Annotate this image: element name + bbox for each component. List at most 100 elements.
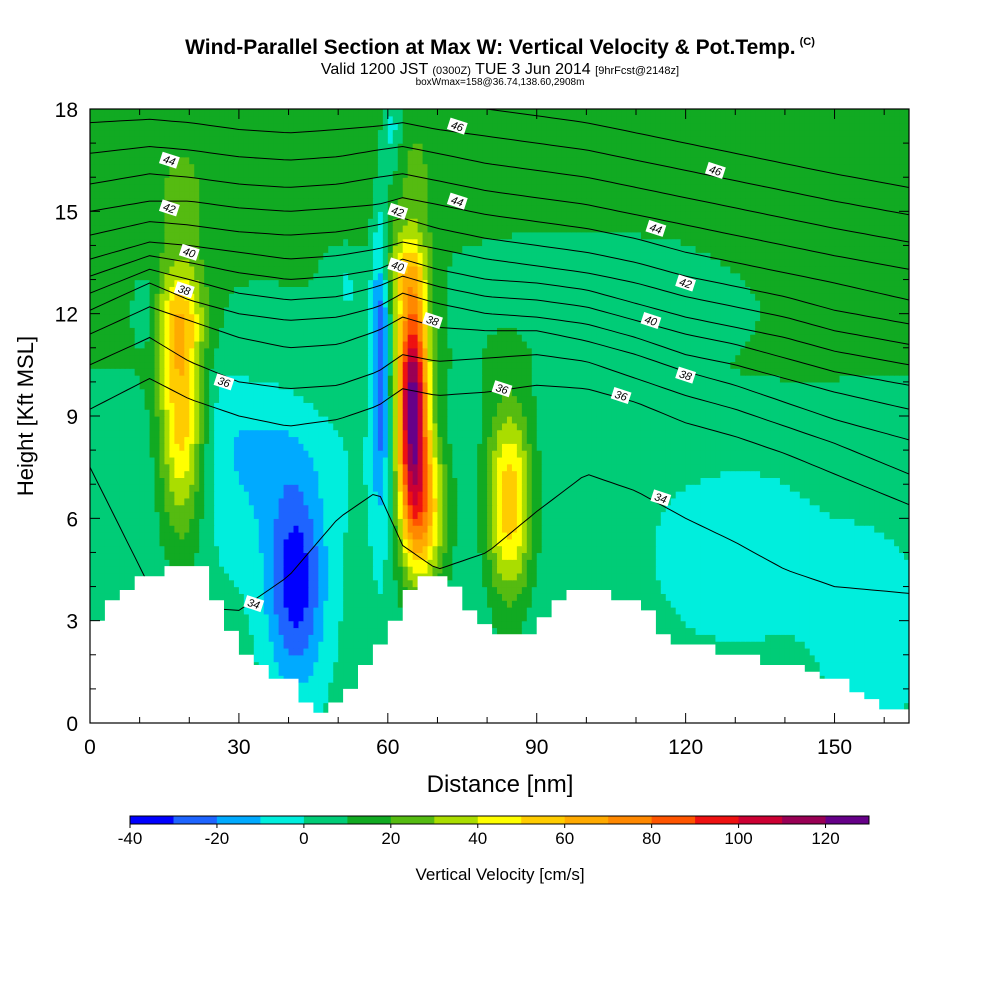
field-cell: [894, 572, 900, 581]
field-cell: [124, 559, 131, 567]
field-cell: [253, 620, 260, 629]
field-cell: [655, 545, 662, 554]
field-cell: [874, 600, 880, 608]
field-cell: [814, 566, 821, 574]
field-cell: [407, 531, 414, 540]
field-cell: [353, 538, 359, 547]
field-cell: [377, 559, 384, 567]
field-cell: [879, 675, 885, 683]
field-cell: [531, 518, 538, 526]
field-cell: [576, 572, 582, 581]
field-cell: [601, 559, 607, 567]
field-cell: [392, 607, 399, 615]
field-cell: [253, 531, 260, 540]
field-cell: [318, 607, 324, 615]
field-cell: [546, 545, 553, 554]
field-cell: [794, 552, 801, 560]
field-cell: [243, 634, 250, 642]
field-cell: [283, 593, 290, 601]
field-cell: [437, 559, 444, 567]
field-cell: [636, 593, 642, 601]
field-cell: [159, 552, 166, 560]
field-cell: [645, 586, 652, 594]
field-cell: [174, 518, 180, 526]
field-cell: [819, 607, 826, 615]
field-cell: [655, 600, 662, 608]
field-cell: [760, 552, 766, 560]
field-cell: [561, 525, 568, 533]
field-cell: [799, 525, 806, 533]
field-cell: [725, 559, 731, 567]
field-cell: [90, 579, 96, 588]
field-cell: [770, 654, 776, 663]
field-cell: [318, 572, 324, 581]
field-cell: [660, 586, 667, 594]
field-cell: [655, 579, 662, 588]
field-cell: [194, 538, 200, 547]
field-cell: [889, 654, 895, 663]
field-cell: [397, 531, 404, 540]
field-cell: [238, 647, 245, 656]
field-cell: [521, 600, 528, 608]
field-cell: [824, 654, 831, 663]
field-cell: [487, 559, 493, 567]
field-cell: [596, 572, 602, 581]
field-cell: [516, 538, 523, 547]
field-cell: [849, 586, 855, 594]
field-cell: [874, 627, 880, 635]
field-cell: [794, 647, 801, 656]
field-cell: [104, 538, 111, 547]
field-cell: [501, 552, 508, 560]
field-cell: [501, 586, 508, 594]
field-cell: [725, 634, 731, 642]
field-cell: [650, 545, 657, 554]
field-cell: [526, 552, 533, 560]
field-cell: [487, 566, 493, 574]
field-cell: [298, 627, 305, 635]
field-cell: [467, 518, 473, 526]
field-cell: [313, 518, 319, 526]
field-cell: [437, 531, 444, 540]
field-cell: [556, 531, 563, 540]
field-cell: [675, 518, 682, 526]
field-cell: [308, 566, 314, 574]
field-cell: [586, 518, 592, 526]
field-cell: [680, 545, 687, 554]
field-cell: [477, 518, 483, 526]
field-cell: [457, 531, 463, 540]
field-cell: [328, 668, 334, 676]
field-cell: [273, 654, 280, 663]
field-cell: [516, 525, 523, 533]
field-cell: [124, 572, 131, 581]
field-cell: [789, 647, 796, 656]
field-cell: [779, 572, 786, 581]
field-cell: [492, 627, 498, 635]
field-cell: [511, 613, 518, 622]
field-cell: [422, 545, 429, 554]
field-cell: [263, 518, 270, 526]
field-cell: [94, 511, 101, 519]
field-cell: [303, 688, 309, 697]
field-cell: [606, 545, 612, 554]
field-cell: [511, 586, 518, 594]
field-cell: [665, 518, 672, 526]
field-cell: [263, 654, 270, 663]
field-cell: [99, 613, 106, 622]
field-cell: [253, 525, 260, 533]
field-cell: [774, 525, 781, 533]
field-cell: [298, 675, 305, 683]
field-cell: [487, 613, 493, 622]
field-cell: [273, 586, 280, 594]
field-cell: [546, 607, 553, 615]
field-cell: [372, 579, 379, 588]
field-cell: [874, 518, 880, 526]
field-cell: [308, 600, 314, 608]
field-cell: [283, 634, 290, 642]
field-cell: [492, 552, 498, 560]
field-cell: [228, 518, 235, 526]
field-cell: [338, 668, 344, 676]
field-cell: [765, 627, 771, 635]
field-cell: [487, 600, 493, 608]
field-cell: [109, 538, 116, 547]
field-cell: [715, 525, 721, 533]
